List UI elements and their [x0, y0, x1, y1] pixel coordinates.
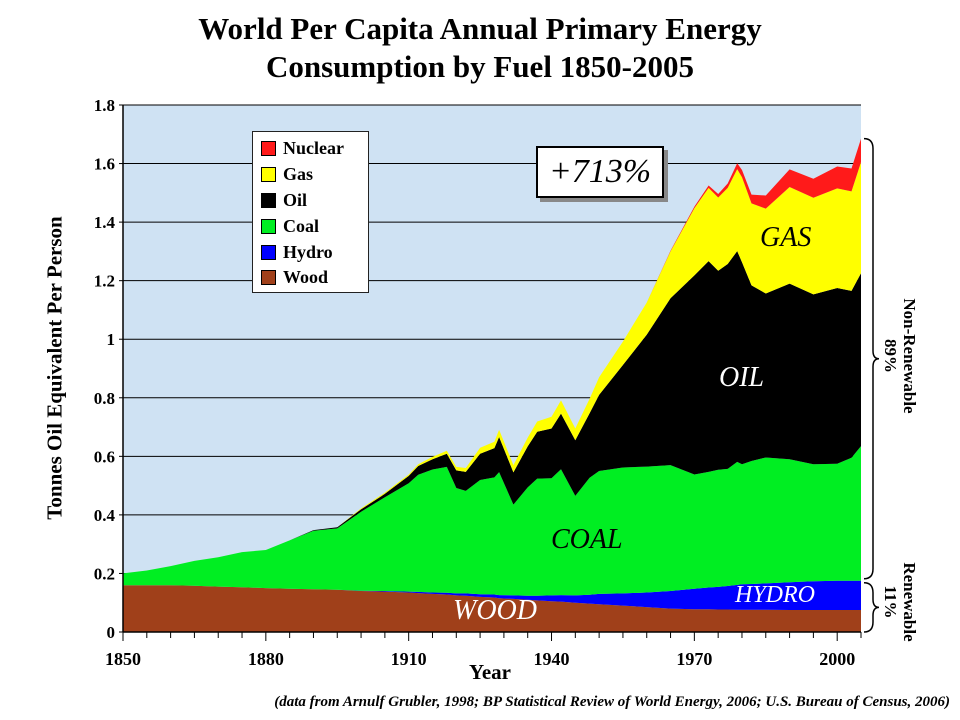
y-tick-label: 0.6	[94, 447, 115, 466]
y-tick-label: 1.2	[94, 272, 115, 291]
renewable-brace	[863, 582, 880, 633]
legend-label-hydro: Hydro	[283, 241, 333, 262]
series-area-gas	[123, 162, 861, 574]
y-tick-label: 1.6	[94, 155, 115, 174]
x-tick-label: 1970	[676, 649, 712, 669]
legend-swatch-nuclear	[261, 141, 276, 157]
y-tick-label: 1	[107, 330, 116, 349]
renewable-percent: 11%	[881, 585, 900, 619]
gas-area-label: GAS	[760, 222, 812, 253]
legend-swatch-coal	[261, 218, 276, 234]
chart-title-line-2: Consumption by Fuel 1850-2005	[265, 49, 695, 84]
legend-item-wood: Wood	[261, 265, 368, 291]
chart-title: World Per Capita Annual Primary Energy C…	[0, 10, 960, 86]
y-tick-label: 0.2	[94, 564, 115, 583]
legend-item-hydro: Hydro	[261, 239, 368, 265]
series-area-nuclear	[123, 138, 861, 574]
y-tick-label: 1.8	[94, 96, 115, 115]
x-tick-label: 2000	[819, 649, 855, 669]
legend-label-wood: Wood	[283, 267, 329, 288]
y-tick-label: 0	[107, 623, 116, 642]
non-renewable-brace	[863, 137, 880, 580]
x-tick-label: 1880	[248, 649, 284, 669]
x-axis-label: Year	[469, 660, 511, 684]
legend-label-oil: Oil	[283, 189, 308, 210]
legend-swatch-hydro	[261, 244, 276, 260]
non-renewable-label: Non-Renewable 89%	[881, 298, 919, 413]
legend-item-oil: Oil	[261, 188, 368, 214]
renewable-text: Renewable	[900, 562, 919, 642]
hydro-area-label: HYDRO	[735, 582, 816, 608]
legend-item-gas: Gas	[261, 162, 368, 188]
legend-item-nuclear: Nuclear	[261, 136, 368, 162]
increase-callout: +713%	[536, 146, 664, 198]
series-area-wood	[123, 585, 861, 632]
renewable-label: Renewable 11%	[881, 562, 919, 641]
y-tick-label: 0.4	[94, 506, 116, 525]
legend-swatch-wood	[261, 270, 276, 286]
x-tick-label: 1850	[105, 649, 141, 669]
legend-label-gas: Gas	[283, 164, 314, 185]
coal-area-label: COAL	[551, 524, 623, 555]
legend-label-coal: Coal	[283, 215, 319, 236]
non-renewable-percent: 89%	[881, 339, 900, 373]
legend-label-nuclear: Nuclear	[283, 138, 344, 159]
legend-swatch-oil	[261, 192, 276, 208]
series-area-oil	[123, 251, 861, 574]
y-tick-label: 0.8	[94, 389, 115, 408]
non-renewable-text: Non-Renewable	[900, 298, 919, 414]
series-area-coal	[123, 446, 861, 596]
oil-area-label: OIL	[719, 362, 765, 393]
series-area-hydro	[123, 580, 861, 610]
legend-swatch-gas	[261, 167, 276, 183]
x-tick-label: 1940	[534, 649, 570, 669]
source-note: (data from Arnulf Grubler, 1998; BP Stat…	[274, 694, 950, 710]
x-tick-label: 1910	[391, 649, 427, 669]
legend-item-coal: Coal	[261, 213, 368, 239]
chart-title-line-1: World Per Capita Annual Primary Energy	[198, 11, 762, 46]
wood-area-label: WOOD	[453, 595, 537, 626]
y-tick-label: 1.4	[94, 213, 116, 232]
legend: Nuclear Gas Oil Coal Hydro Wood	[252, 131, 369, 293]
y-axis-label: Tonnes Oil Equivalent Per Person	[42, 216, 67, 520]
